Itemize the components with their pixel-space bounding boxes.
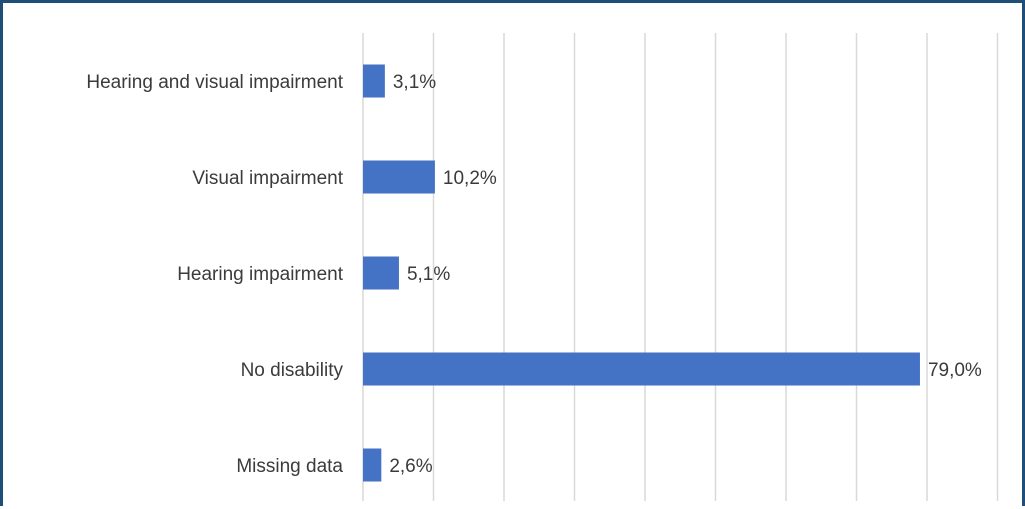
data-label-2: 5,1% (407, 264, 450, 285)
gridlines (362, 33, 999, 501)
category-label-3: No disability (241, 360, 344, 381)
bar-4 (363, 448, 382, 482)
bar-0 (363, 64, 385, 98)
data-labels: 3,1% 10,2% 5,1% 79,0% 2,6% (389, 72, 982, 477)
category-label-2: Hearing impairment (177, 264, 344, 285)
data-label-3: 79,0% (928, 360, 982, 381)
category-label-1: Visual impairment (192, 168, 343, 189)
category-label-0: Hearing and visual impairment (86, 72, 343, 93)
data-label-4: 2,6% (389, 456, 432, 477)
bar-2 (363, 256, 399, 290)
category-labels: Hearing and visual impairment Visual impa… (86, 72, 343, 477)
bars (363, 64, 920, 482)
bar-3 (363, 352, 920, 386)
bar-1 (363, 160, 435, 194)
data-label-0: 3,1% (393, 72, 436, 93)
category-label-4: Missing data (236, 456, 343, 477)
data-label-1: 10,2% (443, 168, 497, 189)
bar-chart: Hearing and visual impairment Visual impa… (86, 33, 999, 501)
